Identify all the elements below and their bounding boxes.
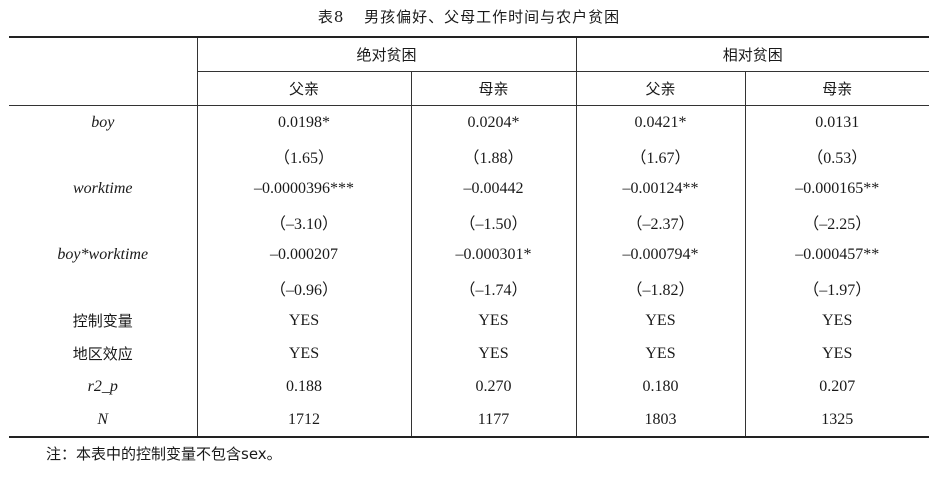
table-row: （–3.10） （–1.50） （–2.37） （–2.25） (9, 205, 929, 238)
table-cell: YES (575, 337, 745, 370)
table-row: worktime –0.0000396*** –0.00442 –0.00124** –… (9, 172, 929, 205)
row-label: boy (91, 113, 115, 131)
table-cell: （–1.50） (410, 205, 576, 238)
table-cell: –0.000301* (410, 238, 576, 271)
table-cell: YES (196, 304, 411, 337)
table-cell: 0.188 (196, 370, 411, 403)
row-label: 控制变量 (72, 312, 133, 330)
row-label: boy*worktime (57, 245, 149, 263)
header-sub-father: 父亲 (196, 71, 411, 106)
table-cell: –0.00124** (575, 172, 745, 205)
table-cell: （1.67） (575, 139, 745, 172)
table-number: 表8 (317, 8, 345, 26)
table-row: 地区效应 YES YES YES YES (9, 337, 929, 370)
table-cell: –0.000457** (744, 238, 929, 271)
table-title: 男孩偏好、父母工作时间与农户贫困 (364, 8, 621, 26)
regression-table: 绝对贫困 相对贫困 父亲 母亲 父亲 母亲 boy 0.0198* 0.0204* 0… (9, 36, 929, 438)
table-cell: 0.207 (744, 370, 929, 403)
table-cell: 0.0131 (744, 105, 929, 139)
row-label (9, 271, 197, 304)
table-row: （–0.96） （–1.74） （–1.82） （–1.97） (9, 271, 929, 304)
header-group-absolute-poverty: 绝对贫困 (196, 37, 576, 72)
table-row: 控制变量 YES YES YES YES (9, 304, 929, 337)
table-cell: 0.270 (410, 370, 576, 403)
table-row: （1.65） （1.88） （1.67） （0.53） (9, 139, 929, 172)
table-cell: YES (744, 337, 929, 370)
table-cell: YES (410, 304, 576, 337)
header-group-relative-poverty: 相对贫困 (575, 37, 929, 72)
header-row-subs: 父亲 母亲 父亲 母亲 (9, 71, 929, 106)
table-cell: –0.0000396*** (196, 172, 411, 205)
table-row: r2_p 0.188 0.270 0.180 0.207 (9, 370, 929, 403)
table-cell: （1.88） (410, 139, 576, 172)
table-cell: 0.0421* (575, 105, 745, 139)
row-label: worktime (72, 179, 133, 197)
table-cell: YES (744, 304, 929, 337)
table-cell: YES (410, 337, 576, 370)
table-cell: 0.0204* (410, 105, 576, 139)
table-cell: （–1.74） (410, 271, 576, 304)
table-cell: 0.180 (575, 370, 745, 403)
table-cell: （–3.10） (196, 205, 411, 238)
row-label: r2_p (87, 377, 118, 395)
table-cell: YES (575, 304, 745, 337)
table-cell: （–2.25） (744, 205, 929, 238)
row-label (9, 205, 197, 238)
header-sub-father: 父亲 (575, 71, 745, 106)
header-row-groups: 绝对贫困 相对贫困 (9, 37, 929, 72)
table-cell: 0.0198* (196, 105, 411, 139)
table-cell: YES (196, 337, 411, 370)
table-row: boy*worktime –0.000207 –0.000301* –0.000794… (9, 238, 929, 271)
table-cell: 1177 (410, 403, 576, 437)
header-empty-cell (9, 72, 197, 106)
header-sub-mother: 母亲 (410, 71, 576, 106)
table-note: 注：本表中的控制变量不包含sex。 (46, 445, 282, 463)
table-cell: （–0.96） (196, 271, 411, 304)
table-cell: –0.000165** (744, 172, 929, 205)
row-label: N (97, 410, 109, 428)
table-cell: （–1.82） (575, 271, 745, 304)
table-cell: –0.00442 (410, 172, 576, 205)
table-cell: （1.65） (196, 139, 411, 172)
table-cell: –0.000794* (575, 238, 745, 271)
table-cell: 1325 (744, 403, 929, 437)
header-sub-mother: 母亲 (744, 71, 929, 106)
table-row: boy 0.0198* 0.0204* 0.0421* 0.0131 (9, 105, 929, 139)
table-cell: （–2.37） (575, 205, 745, 238)
header-empty-cell (9, 37, 197, 72)
table-cell: 1803 (575, 403, 745, 437)
table-cell: –0.000207 (196, 238, 411, 271)
table-row: N 1712 1177 1803 1325 (9, 403, 929, 437)
table-caption: 表8 男孩偏好、父母工作时间与农户贫困 (0, 6, 938, 27)
row-label (9, 139, 197, 172)
table-cell: 1712 (196, 403, 411, 437)
row-label: 地区效应 (72, 345, 133, 363)
table-cell: （–1.97） (744, 271, 929, 304)
table-cell: （0.53） (744, 139, 929, 172)
